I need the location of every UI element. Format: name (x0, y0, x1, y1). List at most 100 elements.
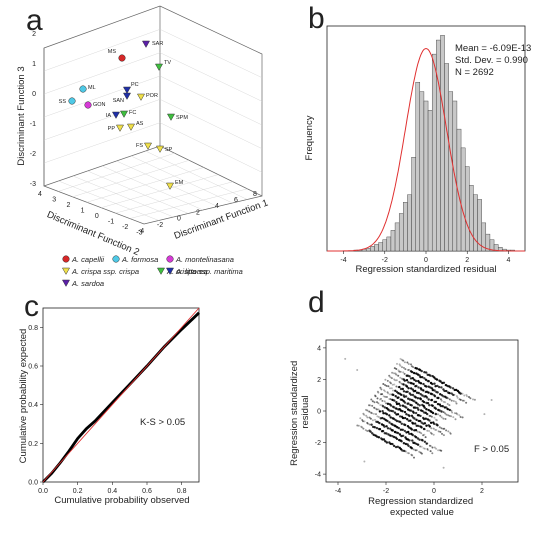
residual-point (465, 401, 468, 404)
residual-point (391, 429, 394, 432)
residual-point (454, 400, 457, 403)
residual-point (409, 387, 413, 390)
residual-point (387, 392, 390, 395)
residual-point (427, 385, 430, 388)
residual-point (430, 415, 433, 418)
x-tick: 2 (196, 209, 200, 216)
y-axis-title-line2: residual (300, 395, 311, 428)
legend-label: A. sardoa (71, 279, 104, 288)
residual-point (422, 389, 425, 392)
residual-point (386, 391, 389, 394)
residual-point (438, 409, 441, 412)
residual-point (420, 432, 423, 435)
residual-point (401, 428, 404, 431)
z-tick: 1 (32, 61, 36, 68)
residual-point (389, 434, 392, 437)
residual-point (384, 384, 386, 386)
residual-point (424, 417, 427, 420)
residual-point (458, 414, 461, 417)
x-axis-title: Regression standardized residual (356, 264, 497, 275)
y-tick: 2 (317, 377, 321, 384)
legend-label: A. crispa ssp. maritima (166, 267, 243, 276)
residual-point (389, 387, 391, 390)
residual-point (371, 412, 374, 415)
residual-point (412, 366, 415, 369)
residual-point (428, 425, 431, 428)
residual-point (411, 370, 414, 374)
y-axis-title: Regression standardized residual (289, 358, 311, 466)
residual-point (381, 410, 384, 413)
residual-point (385, 402, 387, 405)
stats-box: Mean = -6.09E-13 Std. Dev. = 0.990 N = 2… (455, 43, 531, 78)
residual-point (430, 445, 432, 448)
residual-point (403, 410, 407, 414)
point-label: IA (106, 113, 112, 119)
residual-point (427, 408, 430, 412)
point-label: SAR (152, 41, 163, 47)
residual-point (388, 414, 391, 417)
residual-point (368, 404, 370, 407)
residual-point (422, 417, 426, 421)
residual-point (433, 395, 437, 398)
residual-point (410, 447, 413, 450)
residual-point (366, 421, 369, 424)
point-ia (111, 111, 121, 119)
residual-point (370, 411, 373, 414)
residual-point (375, 408, 378, 411)
residual-point (398, 370, 401, 373)
residual-point (443, 389, 446, 393)
z-tick: -3 (30, 181, 36, 188)
residual-point (401, 410, 404, 413)
residual-point (448, 408, 451, 412)
histogram-bar (386, 236, 392, 252)
residual-point (365, 414, 368, 417)
x-tick: 4 (215, 203, 219, 210)
residual-point (424, 428, 426, 431)
residual-point (448, 414, 451, 417)
residual-point (362, 427, 365, 430)
residual-point (417, 386, 420, 389)
residual-point (400, 382, 403, 385)
point-label: FS (136, 143, 143, 149)
z-tick: -1 (30, 121, 36, 128)
residual-point (430, 427, 433, 430)
residual-point (399, 381, 402, 384)
y-tick: 0.8 (28, 325, 38, 332)
residual-point (418, 404, 421, 407)
residual-point (419, 382, 423, 385)
residual-point (451, 411, 454, 414)
point-label: SAN (113, 98, 124, 104)
residual-point (403, 361, 406, 364)
residual-point (393, 367, 396, 370)
legend-label: A. montelinasana (175, 255, 234, 264)
histogram-bar (411, 157, 416, 252)
panel-a-grid (43, 29, 263, 221)
residual-point (403, 379, 406, 382)
residual-point (411, 377, 414, 380)
residual-point (377, 391, 380, 394)
legend-label: A. capellii (71, 255, 104, 264)
residual-point (395, 401, 398, 404)
residual-point (426, 448, 429, 450)
residual-point (442, 411, 445, 414)
residual-point (400, 440, 403, 443)
x-tick: -4 (335, 488, 341, 495)
residual-point (446, 397, 449, 400)
point-por (136, 93, 146, 101)
residual-point (399, 376, 402, 379)
residual-point (407, 369, 410, 371)
residual-point (418, 431, 421, 434)
y-tick-labels: 0.0 0.2 0.4 0.6 0.8 (28, 325, 43, 487)
point-fc (119, 110, 129, 118)
residual-point (445, 413, 448, 416)
residual-point (389, 382, 392, 385)
residual-point (360, 425, 362, 428)
histogram-bar (440, 35, 445, 252)
reference-line (42, 307, 200, 483)
residual-point (448, 398, 451, 401)
residual-point (382, 412, 385, 415)
residual-point (416, 430, 419, 433)
residual-point (438, 385, 441, 389)
residual-point (370, 398, 373, 401)
residual-point (404, 395, 408, 398)
